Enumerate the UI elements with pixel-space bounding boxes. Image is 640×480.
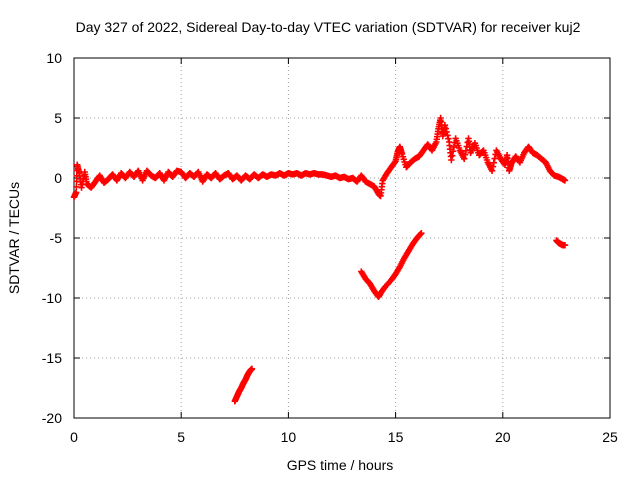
data-point: [448, 156, 455, 164]
x-tick-label: 0: [70, 429, 78, 445]
data-point: [443, 128, 450, 136]
data-point: [417, 230, 424, 238]
data-point: [72, 189, 80, 196]
data-point: [461, 151, 469, 158]
data-points: [70, 114, 569, 405]
data-point: [490, 159, 497, 166]
data-point: [442, 125, 449, 132]
y-tick-label: 10: [46, 50, 62, 66]
data-point: [461, 155, 468, 162]
x-axis-label: GPS time / hours: [287, 457, 394, 473]
y-tick-label: -20: [42, 410, 62, 426]
y-tick-label: 0: [54, 170, 62, 186]
x-tick-label: 20: [495, 429, 511, 445]
y-tick-label: -10: [42, 290, 62, 306]
x-tick-label: 15: [388, 429, 404, 445]
data-point: [450, 143, 458, 151]
x-tick-label: 5: [177, 429, 185, 445]
data-point: [449, 152, 456, 159]
data-point: [445, 135, 452, 142]
data-point: [418, 230, 425, 237]
data-point: [491, 155, 498, 162]
y-axis-label: SDTVAR / TECUs: [6, 182, 22, 294]
ticks: 0 5 10 15 20 25 -20 -15 -10 -5 0 5 10: [42, 50, 618, 445]
data-point: [248, 365, 256, 372]
x-tick-label: 10: [281, 429, 297, 445]
x-tick-label: 25: [602, 429, 618, 445]
data-point: [449, 148, 457, 155]
data-point: [444, 132, 451, 139]
y-tick-label: -5: [50, 230, 63, 246]
data-point: [488, 167, 496, 174]
y-tick-label: -15: [42, 350, 62, 366]
data-point: [561, 177, 569, 184]
data-point: [391, 159, 398, 166]
chart-title: Day 327 of 2022, Sidereal Day-to-day VTE…: [76, 19, 581, 35]
data-point: [561, 242, 569, 249]
y-tick-label: 5: [54, 110, 62, 126]
data-point: [441, 122, 449, 129]
data-point: [489, 163, 497, 170]
